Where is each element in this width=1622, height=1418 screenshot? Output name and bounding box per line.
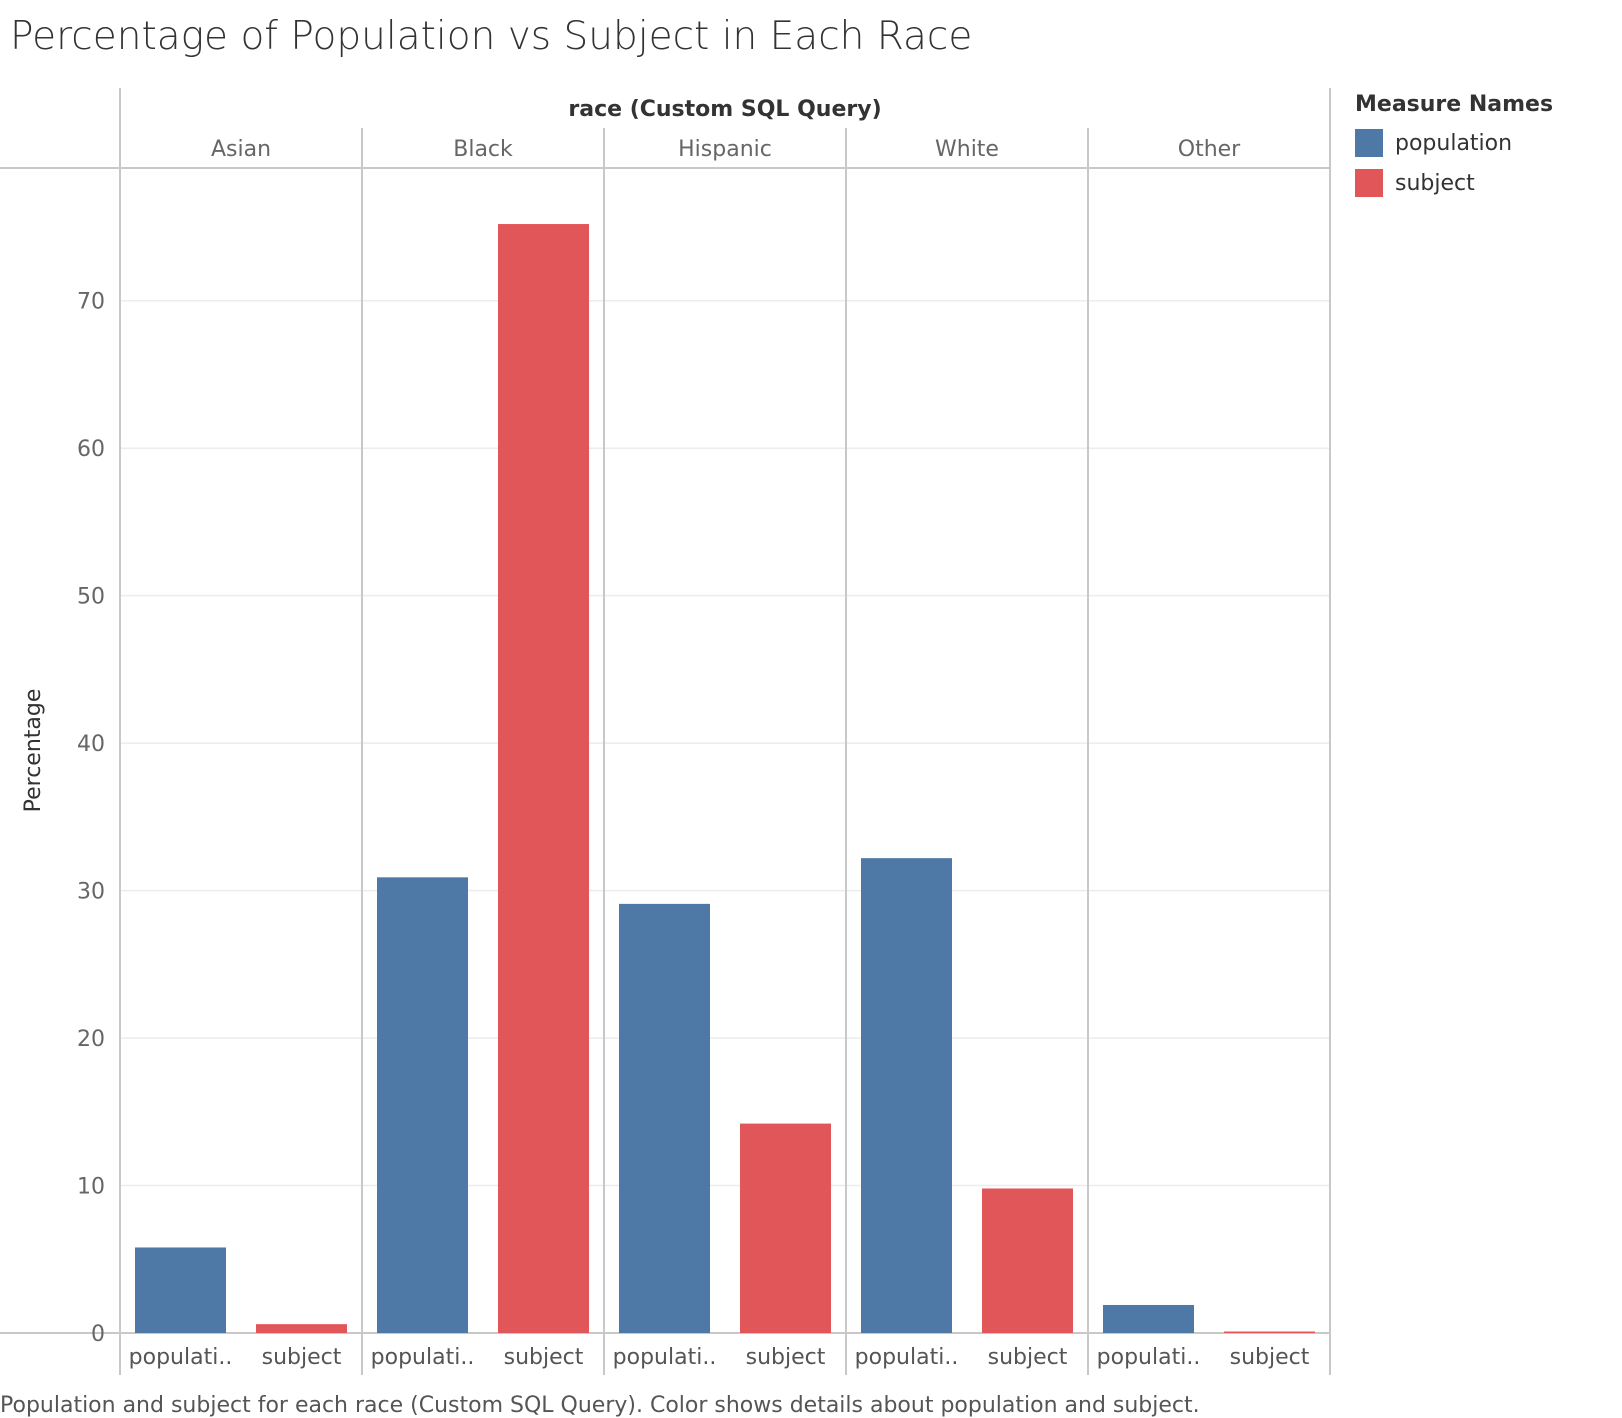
legend-label-subject: subject (1395, 170, 1475, 196)
bar-subject-black[interactable] (498, 224, 589, 1334)
y-tick-label: 0 (91, 1322, 105, 1347)
category-header: Other (1178, 137, 1241, 162)
category-header: White (935, 137, 999, 162)
bars (135, 224, 1315, 1334)
legend-item-population[interactable]: population (1355, 123, 1553, 163)
bar-population-black[interactable] (377, 877, 468, 1333)
bar-label: subject (262, 1345, 342, 1370)
bar-subject-asian[interactable] (256, 1324, 347, 1333)
bar-label: populati.. (371, 1345, 475, 1370)
bar-label: populati.. (129, 1345, 233, 1370)
gridlines (120, 299, 1330, 1187)
y-axis-title: Percentage (21, 689, 46, 813)
bar-population-other[interactable] (1103, 1304, 1194, 1333)
legend-swatch-subject (1355, 169, 1383, 197)
bar-label: subject (746, 1345, 826, 1370)
legend: Measure Names population subject (1355, 92, 1553, 203)
category-header: Asian (211, 137, 271, 162)
bar-subject-other[interactable] (1224, 1331, 1315, 1333)
y-tick-label: 50 (77, 585, 105, 610)
bar-population-asian[interactable] (135, 1247, 226, 1333)
bar-label: populati.. (855, 1345, 959, 1370)
y-tick-label: 10 (77, 1175, 105, 1200)
chart-title: Percentage of Population vs Subject in E… (10, 14, 973, 59)
legend-label-population: population (1395, 130, 1513, 156)
bar-label: populati.. (613, 1345, 717, 1370)
bar-population-white[interactable] (861, 858, 952, 1333)
bar-label: subject (504, 1345, 584, 1370)
legend-swatch-population (1355, 129, 1383, 157)
bar-population-hispanic[interactable] (619, 903, 710, 1333)
category-header: Black (453, 137, 513, 162)
column-header-title: race (Custom SQL Query) (568, 97, 881, 122)
legend-item-subject[interactable]: subject (1355, 163, 1553, 203)
bar-subject-white[interactable] (982, 1188, 1073, 1333)
y-tick-label: 60 (77, 437, 105, 462)
bar-subject-hispanic[interactable] (740, 1123, 831, 1333)
bar-label: populati.. (1097, 1345, 1201, 1370)
y-tick-label: 70 (77, 290, 105, 315)
y-tick-label: 40 (77, 732, 105, 757)
y-tick-label: 20 (77, 1027, 105, 1052)
legend-title: Measure Names (1355, 92, 1554, 117)
chart-caption: Population and subject for each race (Cu… (0, 1393, 1200, 1418)
bar-label: subject (988, 1345, 1068, 1370)
y-tick-label: 30 (77, 880, 105, 905)
axis-labels: 0 10 20 30 40 50 60 70 Percentage race (Custom SQ… (21, 97, 1310, 1370)
bar-label: subject (1230, 1345, 1310, 1370)
category-header: Hispanic (678, 137, 772, 162)
